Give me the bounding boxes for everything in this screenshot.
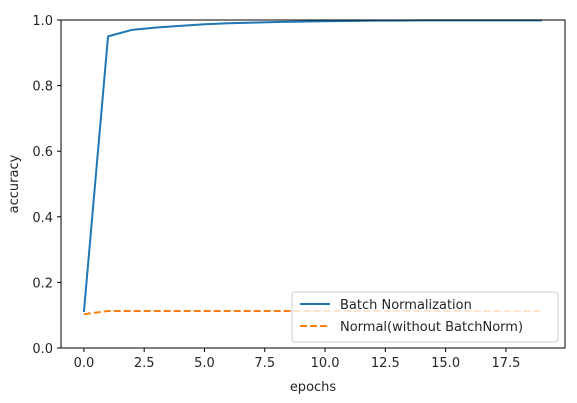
y-tick-label: 1.0 bbox=[32, 14, 53, 29]
y-tick-label: 0.6 bbox=[32, 145, 53, 160]
x-tick-label: 2.5 bbox=[134, 356, 155, 371]
x-tick-label: 17.5 bbox=[491, 356, 520, 371]
x-axis-label: epochs bbox=[290, 380, 337, 395]
y-tick-label: 0.2 bbox=[32, 276, 53, 291]
ticks-layer: 0.0 2.5 5.0 7.5 10.0 12.5 15.0 17.5 0.0 0.2 0.4 0.6… bbox=[32, 14, 520, 371]
x-tick-label: 0.0 bbox=[74, 356, 95, 371]
legend: Batch Normalization Normal(without Batch… bbox=[291, 291, 559, 343]
y-tick-label: 0.4 bbox=[32, 211, 53, 226]
legend-label-batch-normalization: Batch Normalization bbox=[340, 298, 472, 313]
y-tick-label: 0.8 bbox=[32, 80, 53, 95]
x-tick-label: 5.0 bbox=[194, 356, 215, 371]
legend-box bbox=[291, 291, 559, 343]
plot-frame bbox=[60, 19, 566, 349]
x-tick-label: 7.5 bbox=[254, 356, 275, 371]
x-tick-label: 15.0 bbox=[431, 356, 460, 371]
legend-label-normal-without-batchnorm: Normal(without BatchNorm) bbox=[340, 320, 523, 335]
y-tick-label: 0.0 bbox=[32, 342, 53, 357]
x-tick-label: 12.5 bbox=[371, 356, 400, 371]
x-tick-label: 10.0 bbox=[311, 356, 340, 371]
y-axis-label: accuracy bbox=[7, 154, 22, 213]
